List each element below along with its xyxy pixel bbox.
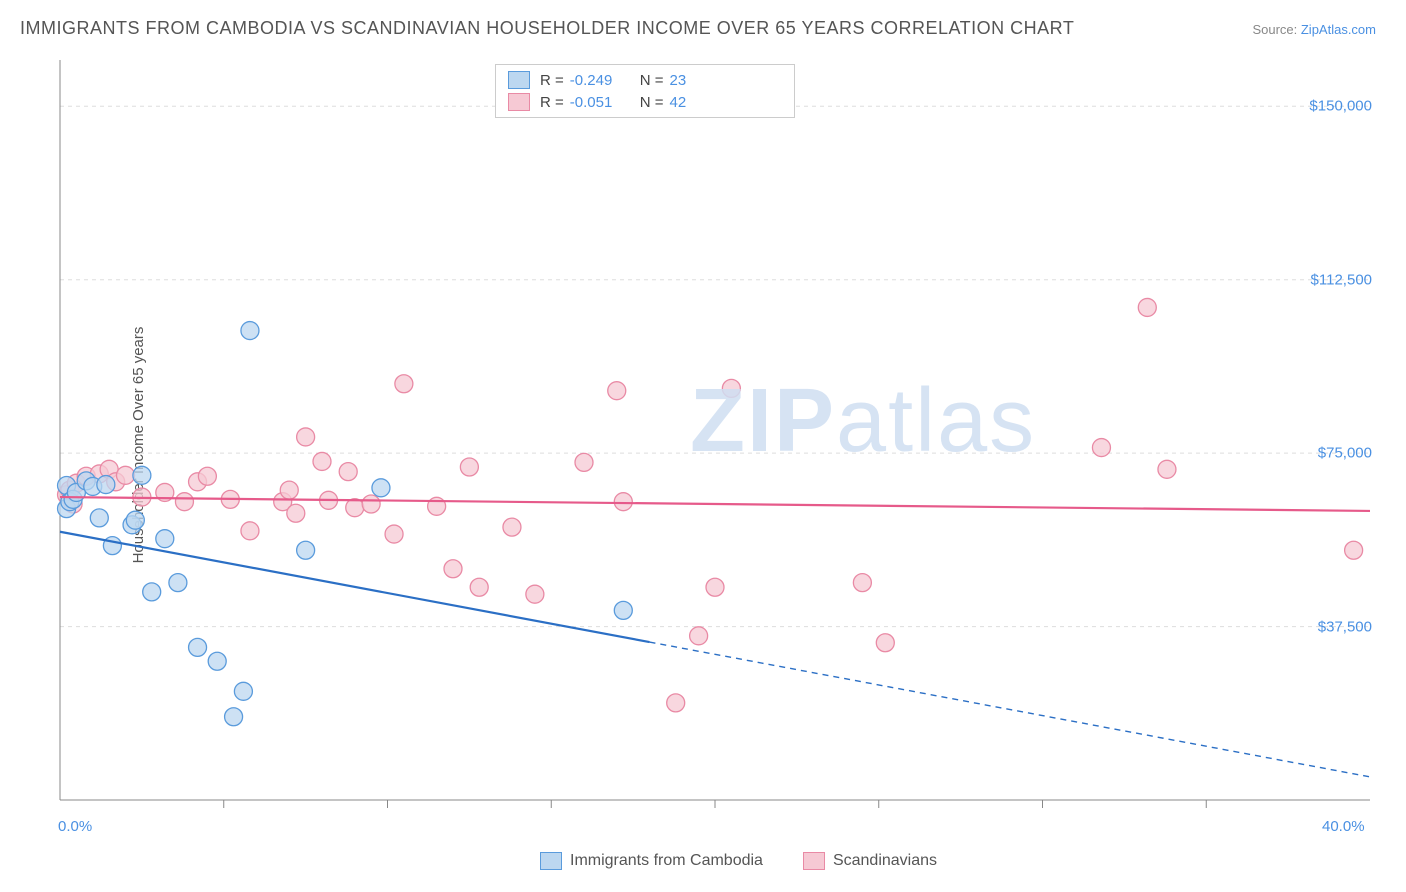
- legend-label: Immigrants from Cambodia: [570, 852, 763, 870]
- legend-swatch: [508, 71, 530, 89]
- legend-item: Scandinavians: [803, 852, 937, 870]
- source-attribution: Source: ZipAtlas.com: [1252, 22, 1376, 37]
- y-tick-label: $150,000: [1309, 98, 1372, 115]
- stat-r-value: -0.249: [570, 72, 626, 89]
- source-prefix: Source:: [1252, 22, 1300, 37]
- stat-row: R = -0.051 N = 42: [496, 91, 794, 113]
- stat-n-value: 23: [670, 72, 726, 89]
- stat-r-label: R =: [540, 72, 564, 89]
- y-tick-label: $75,000: [1318, 445, 1372, 462]
- legend-swatch: [508, 93, 530, 111]
- legend-swatch: [803, 852, 825, 870]
- x-tick-label: 0.0%: [58, 818, 92, 835]
- bottom-legend: Immigrants from Cambodia Scandinavians: [540, 852, 977, 870]
- stat-n-label: N =: [640, 72, 664, 89]
- stat-row: R = -0.249 N = 23: [496, 69, 794, 91]
- y-tick-label: $112,500: [1311, 271, 1372, 288]
- source-link[interactable]: ZipAtlas.com: [1301, 22, 1376, 37]
- chart-area: Householder Income Over 65 years ZIPatla…: [50, 60, 1380, 830]
- x-tick-label: 40.0%: [1322, 818, 1365, 835]
- stat-n-value: 42: [670, 94, 726, 111]
- stat-r-value: -0.051: [570, 94, 626, 111]
- legend-swatch: [540, 852, 562, 870]
- correlation-stat-box: R = -0.249 N = 23 R = -0.051 N = 42: [495, 64, 795, 118]
- legend-label: Scandinavians: [833, 852, 937, 870]
- scatter-plot: [50, 60, 1380, 830]
- y-tick-label: $37,500: [1318, 618, 1372, 635]
- legend-item: Immigrants from Cambodia: [540, 852, 763, 870]
- stat-n-label: N =: [640, 94, 664, 111]
- chart-title: IMMIGRANTS FROM CAMBODIA VS SCANDINAVIAN…: [20, 18, 1074, 39]
- stat-r-label: R =: [540, 94, 564, 111]
